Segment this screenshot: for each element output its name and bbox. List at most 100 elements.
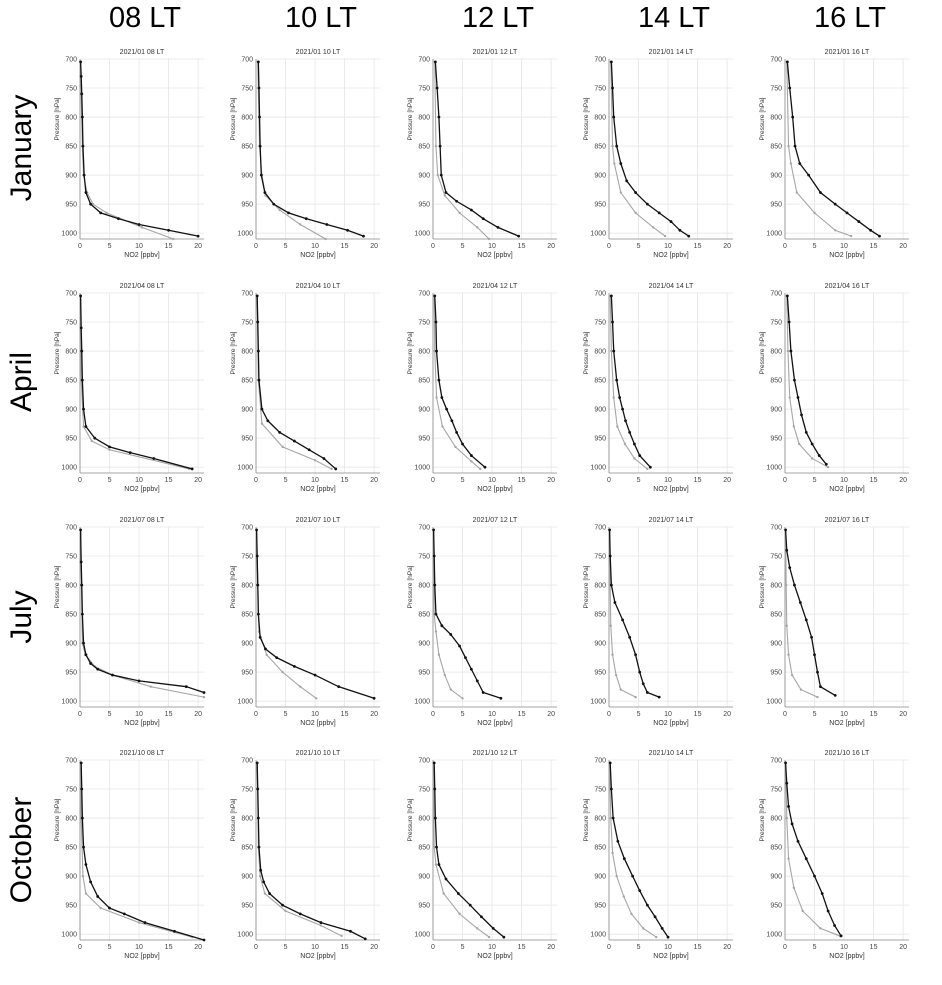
x-tick-label: 5 xyxy=(637,477,641,484)
panel: 0 5 10 15 20 700 750 800 850 900 950 1000 2021/01 08… xyxy=(54,49,204,259)
data-point-primary xyxy=(255,528,258,532)
data-point-secondary xyxy=(84,892,88,895)
panel: 0 5 10 15 20 700 750 800 850 900 950 1000 2021/04 08… xyxy=(54,283,204,493)
data-point-secondary xyxy=(434,630,438,633)
y-tick-label: 850 xyxy=(770,144,782,151)
data-point-primary xyxy=(839,934,843,938)
x-tick-label: 5 xyxy=(108,711,112,718)
data-point-primary xyxy=(202,938,206,942)
y-axis-label: Pressure [hPa] xyxy=(54,798,61,841)
x-tick-label: 10 xyxy=(311,944,319,951)
data-point-primary xyxy=(122,912,126,916)
data-point-secondary xyxy=(787,857,790,860)
data-point-primary xyxy=(461,442,464,446)
data-point-primary xyxy=(304,217,308,221)
panel-title: 2021/01 10 LT xyxy=(296,49,341,56)
data-point-primary xyxy=(666,935,670,939)
x-tick-label: 20 xyxy=(899,243,907,250)
x-tick-label: 10 xyxy=(840,243,848,250)
x-axis-label: NO2 [ppbv] xyxy=(124,252,159,259)
data-point-primary xyxy=(816,670,819,674)
y-tick-label: 800 xyxy=(770,349,782,356)
data-point-secondary xyxy=(792,886,796,889)
panel: 0 5 10 15 20 700 750 800 850 900 950 1000 2021/04 10… xyxy=(230,283,380,493)
data-point-primary xyxy=(469,208,473,212)
data-point-secondary xyxy=(609,816,612,820)
x-tick-label: 15 xyxy=(694,477,702,484)
y-axis-label: Pressure [hPa] xyxy=(230,565,237,608)
data-point-primary xyxy=(292,439,296,443)
data-point-secondary xyxy=(278,208,281,212)
y-tick-label: 750 xyxy=(418,554,430,561)
x-tick-label: 0 xyxy=(431,243,435,250)
data-point-primary xyxy=(79,528,82,532)
data-point-primary xyxy=(260,407,264,411)
x-tick-label: 20 xyxy=(194,243,202,250)
data-point-primary xyxy=(190,467,194,471)
data-point-primary xyxy=(645,903,649,907)
data-point-primary xyxy=(80,816,84,820)
y-tick-label: 750 xyxy=(770,554,782,561)
data-point-primary xyxy=(625,179,629,183)
x-tick-label: 0 xyxy=(431,711,435,718)
data-point-secondary xyxy=(313,459,317,462)
x-tick-label: 15 xyxy=(518,477,526,484)
x-tick-label: 5 xyxy=(637,243,641,250)
data-point-secondary xyxy=(622,895,625,898)
x-tick-label: 10 xyxy=(664,944,672,951)
data-point-primary xyxy=(826,909,830,913)
x-axis-label: NO2 [ppbv] xyxy=(300,720,335,727)
x-tick-label: 15 xyxy=(165,477,173,484)
y-tick-label: 900 xyxy=(65,641,77,648)
data-point-primary xyxy=(804,857,808,861)
x-tick-label: 5 xyxy=(284,477,288,484)
data-point-primary xyxy=(788,566,792,570)
data-point-secondary xyxy=(787,653,790,656)
x-tick-label: 15 xyxy=(518,944,526,951)
data-point-primary xyxy=(268,892,271,895)
data-point-primary xyxy=(833,202,837,206)
y-tick-label: 700 xyxy=(770,291,782,298)
x-tick-label: 0 xyxy=(607,711,611,718)
data-point-primary xyxy=(84,653,88,657)
panel: 0 5 10 15 20 700 750 800 850 900 950 1000 2021/04 14… xyxy=(583,283,733,493)
y-tick-label: 850 xyxy=(594,378,606,385)
data-point-secondary xyxy=(479,467,482,471)
data-point-primary xyxy=(435,86,439,90)
x-tick-label: 20 xyxy=(547,944,555,951)
y-axis-label: Pressure [hPa] xyxy=(583,97,590,140)
data-point-secondary xyxy=(613,162,616,165)
series-line-primary xyxy=(610,295,651,468)
data-point-primary xyxy=(337,685,341,689)
data-point-primary xyxy=(609,294,613,298)
panel-title: 2021/04 10 LT xyxy=(296,283,341,290)
y-tick-label: 900 xyxy=(418,407,430,414)
y-axis-label: Pressure [hPa] xyxy=(407,565,414,608)
data-point-primary xyxy=(79,75,83,78)
x-tick-label: 0 xyxy=(783,243,787,250)
data-point-primary xyxy=(256,583,260,587)
data-point-primary xyxy=(810,635,813,639)
x-axis-label: NO2 [ppbv] xyxy=(477,953,512,960)
x-tick-label: 0 xyxy=(607,477,611,484)
data-point-primary xyxy=(173,929,176,933)
x-tick-label: 10 xyxy=(488,944,496,951)
data-point-primary xyxy=(784,528,787,532)
data-point-secondary xyxy=(487,935,491,939)
y-tick-label: 800 xyxy=(418,583,430,590)
data-point-primary xyxy=(444,191,448,194)
panel-title: 2021/07 16 LT xyxy=(825,517,870,524)
data-point-primary xyxy=(262,880,266,884)
data-point-secondary xyxy=(785,816,788,820)
panel-title: 2021/04 08 LT xyxy=(120,283,165,290)
data-point-primary xyxy=(143,921,147,924)
data-point-secondary xyxy=(784,583,788,587)
data-point-secondary xyxy=(634,695,637,699)
y-axis-label: Pressure [hPa] xyxy=(583,565,590,608)
data-point-secondary xyxy=(434,863,438,866)
y-axis-label: Pressure [hPa] xyxy=(407,798,414,841)
y-axis-label: Pressure [hPa] xyxy=(759,97,766,140)
y-tick-label: 700 xyxy=(65,758,77,765)
x-tick-label: 0 xyxy=(78,243,82,250)
y-tick-label: 700 xyxy=(770,758,782,765)
